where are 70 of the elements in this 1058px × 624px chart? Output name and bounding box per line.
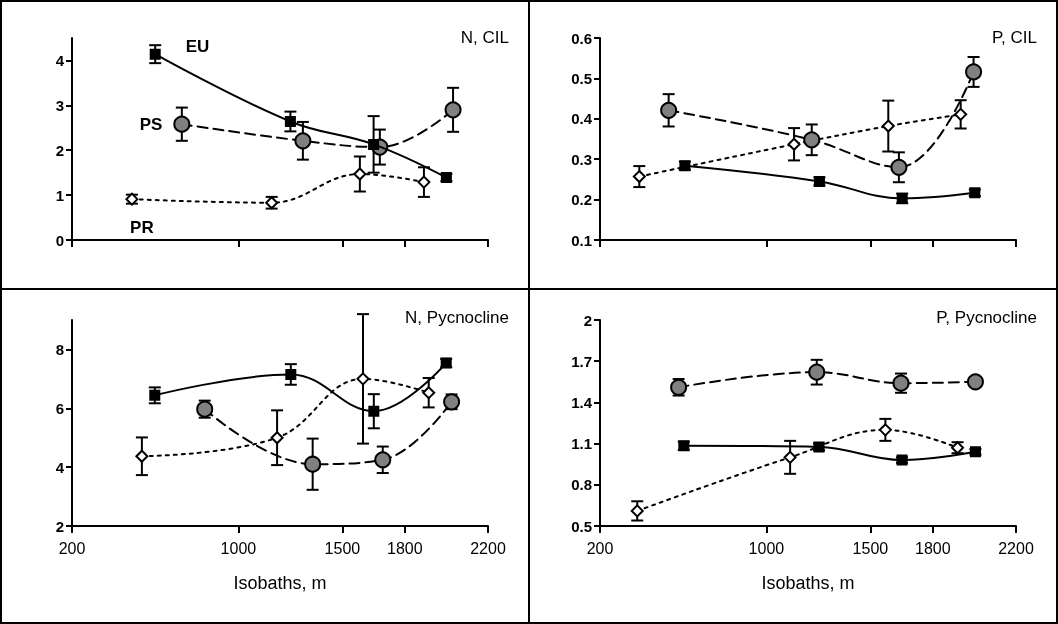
x-tick-label: 1000 [748,539,785,557]
chart-title: N, Pycnocline [405,308,509,327]
y-tick-label: 2 [55,517,64,535]
point [803,131,821,149]
point [284,115,296,127]
y-tick-label: 2 [583,311,592,329]
x-tick-label: 1000 [220,539,257,557]
x-tick-label: 1500 [324,539,361,557]
point [878,423,892,437]
y-tick-label: 0.2 [571,191,592,209]
series-label: EU [185,36,210,56]
series-label: PR [130,217,154,237]
y-tick-label: 0 [55,231,64,249]
point [966,373,984,391]
point [368,138,380,150]
y-tick-label: 1.1 [571,435,592,453]
y-tick-label: 0.4 [571,110,593,128]
x-tick-label: 2200 [470,539,506,557]
point [881,119,895,133]
x-tick-label: 1500 [852,539,889,557]
y-tick-label: 0.1 [571,231,592,249]
y-tick-label: 0.8 [571,476,592,494]
y-tick-label: 0.6 [571,29,592,47]
chart-title: P, Pycnocline [936,308,1038,327]
point [173,115,191,133]
y-tick-label: 4 [55,51,65,69]
y-tick-label: 1.4 [571,393,593,411]
point [356,372,370,386]
point [444,101,462,119]
x-axis-title: Isobaths, m [761,573,855,593]
x-axis-title: Isobaths, m [233,573,327,593]
point [353,167,367,181]
point [270,431,284,445]
point [890,158,908,176]
point [374,451,392,469]
x-tick-label: 1800 [387,539,423,557]
y-tick-label: 0.3 [571,150,592,168]
y-tick-label: 1.7 [571,352,592,370]
chart-title: P, CIL [991,28,1038,47]
point [808,363,826,381]
point [294,132,312,150]
point [787,137,801,151]
point [660,101,678,119]
point [149,48,161,60]
point [422,386,436,400]
point [285,368,297,380]
y-tick-label: 0.5 [571,69,592,87]
chart-title: N, CIL [460,28,510,47]
point [954,107,968,121]
point [368,405,380,417]
series-label: PS [139,114,163,134]
point [783,450,797,464]
y-tick-label: 0.5 [571,517,592,535]
y-tick-label: 2 [55,141,64,159]
x-tick-label: 200 [58,539,86,557]
x-tick-label: 1800 [915,539,951,557]
y-tick-label: 8 [55,340,64,358]
point [630,504,644,518]
point [149,389,161,401]
x-tick-label: 2200 [998,539,1034,557]
y-tick-label: 4 [55,458,65,476]
y-tick-label: 3 [55,96,64,114]
point [965,63,983,81]
point [304,455,322,473]
point [417,175,431,189]
point [135,449,149,463]
y-tick-label: 6 [55,399,64,417]
y-tick-label: 1 [55,186,64,204]
x-tick-label: 200 [586,539,614,557]
point [632,170,646,184]
